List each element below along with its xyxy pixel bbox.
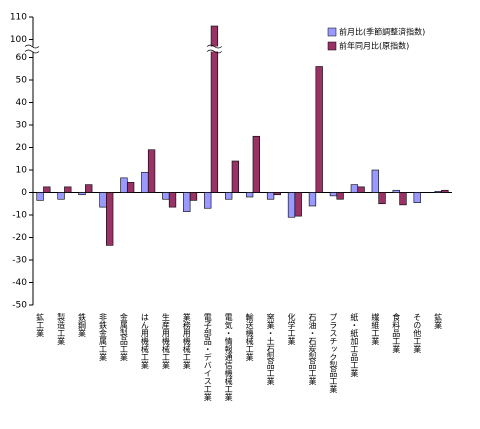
axis-break-gap	[25, 46, 39, 52]
x-tick-label: 電子部品・デバイス工業	[203, 313, 212, 402]
bar	[43, 186, 51, 193]
bar	[78, 192, 86, 196]
x-tick-label: 輸送機械工業	[245, 312, 254, 362]
axis-break-mark	[206, 44, 223, 49]
bar	[350, 184, 359, 193]
axis-break-mark	[24, 44, 40, 49]
bar	[85, 184, 93, 193]
bar	[126, 182, 135, 193]
legend-label: 前年同月比(原指数)	[339, 41, 409, 51]
x-tick-label: 鉱業	[434, 312, 443, 330]
y-tick-label: -10	[12, 211, 27, 221]
bar	[294, 192, 302, 217]
bar	[64, 186, 72, 193]
bar	[141, 171, 149, 193]
x-tick-label: 業務用機械工業	[182, 312, 191, 370]
bar	[245, 192, 254, 198]
x-tick-label: 食料品工業	[392, 312, 401, 354]
y-tick-label: 110	[10, 13, 27, 23]
bar	[441, 189, 449, 193]
bar	[371, 169, 379, 193]
legend-swatch	[327, 27, 337, 37]
bar	[162, 192, 170, 200]
bar	[147, 149, 156, 193]
x-tick-label: 製造工業	[57, 312, 66, 346]
bar	[329, 192, 338, 197]
bar	[106, 192, 114, 246]
bar	[287, 192, 296, 218]
x-tick-label: 電気・情報通信機械工業	[224, 313, 233, 402]
bar	[189, 192, 198, 201]
legend-swatch	[327, 41, 337, 51]
bar	[168, 192, 177, 208]
bar	[57, 192, 65, 200]
bar	[399, 192, 407, 206]
y-tick-label: -20	[12, 233, 27, 243]
x-tick-label: はん用機械工業	[140, 313, 149, 370]
axis-break-mark	[206, 49, 223, 54]
bar	[99, 192, 107, 208]
y-tick-label: -50	[12, 301, 27, 311]
bar	[36, 192, 44, 201]
x-tick-label: 金属製品工業	[119, 312, 128, 362]
bar	[266, 192, 275, 200]
x-tick-label: 石油・石炭製品工業	[308, 313, 317, 386]
bar	[183, 192, 191, 212]
legend-label: 前月比(季節調整済指数)	[339, 27, 425, 37]
bar	[252, 135, 260, 193]
bar	[413, 192, 421, 203]
y-tick-label: -30	[12, 256, 27, 266]
x-tick-label: プラスチック製品工業	[329, 313, 338, 394]
y-tick-label: 50	[16, 76, 28, 86]
bar	[357, 186, 365, 193]
axis-break-mark	[24, 49, 40, 54]
x-tick-label: 化学工業	[287, 312, 296, 346]
x-tick-label: 鉱工業	[36, 312, 45, 338]
x-tick-label: 生産用機械工業	[161, 312, 170, 370]
x-tick-label: 非鉄金属工業	[98, 312, 107, 362]
bar	[392, 189, 400, 193]
bar	[434, 191, 442, 193]
x-tick-label: その他工業	[413, 313, 422, 354]
bar	[336, 192, 344, 200]
bar	[225, 192, 233, 200]
axis-break-gap	[207, 46, 222, 52]
x-tick-label: 鉄鋼業	[78, 312, 87, 338]
x-tick-label: 繊維工業	[371, 312, 380, 346]
y-tick-label: 10	[16, 166, 28, 176]
bar	[308, 192, 317, 207]
bar	[231, 160, 240, 193]
x-tick-label: 紙・紙加工品工業	[350, 312, 359, 378]
y-tick-label: 0	[21, 188, 27, 198]
bar	[210, 25, 219, 193]
y-tick-label: -40	[12, 278, 27, 288]
bar	[120, 177, 128, 193]
bar	[273, 192, 281, 196]
bar	[315, 66, 323, 193]
y-tick-label: 30	[16, 121, 28, 131]
bar	[204, 192, 212, 209]
y-tick-label: 60	[16, 53, 28, 63]
y-tick-label: 20	[16, 143, 28, 153]
x-tick-label: 窯業・土石製品工業	[266, 312, 275, 386]
y-tick-label: 100	[10, 35, 27, 45]
bar	[378, 192, 386, 205]
y-tick-label: 40	[16, 98, 28, 108]
